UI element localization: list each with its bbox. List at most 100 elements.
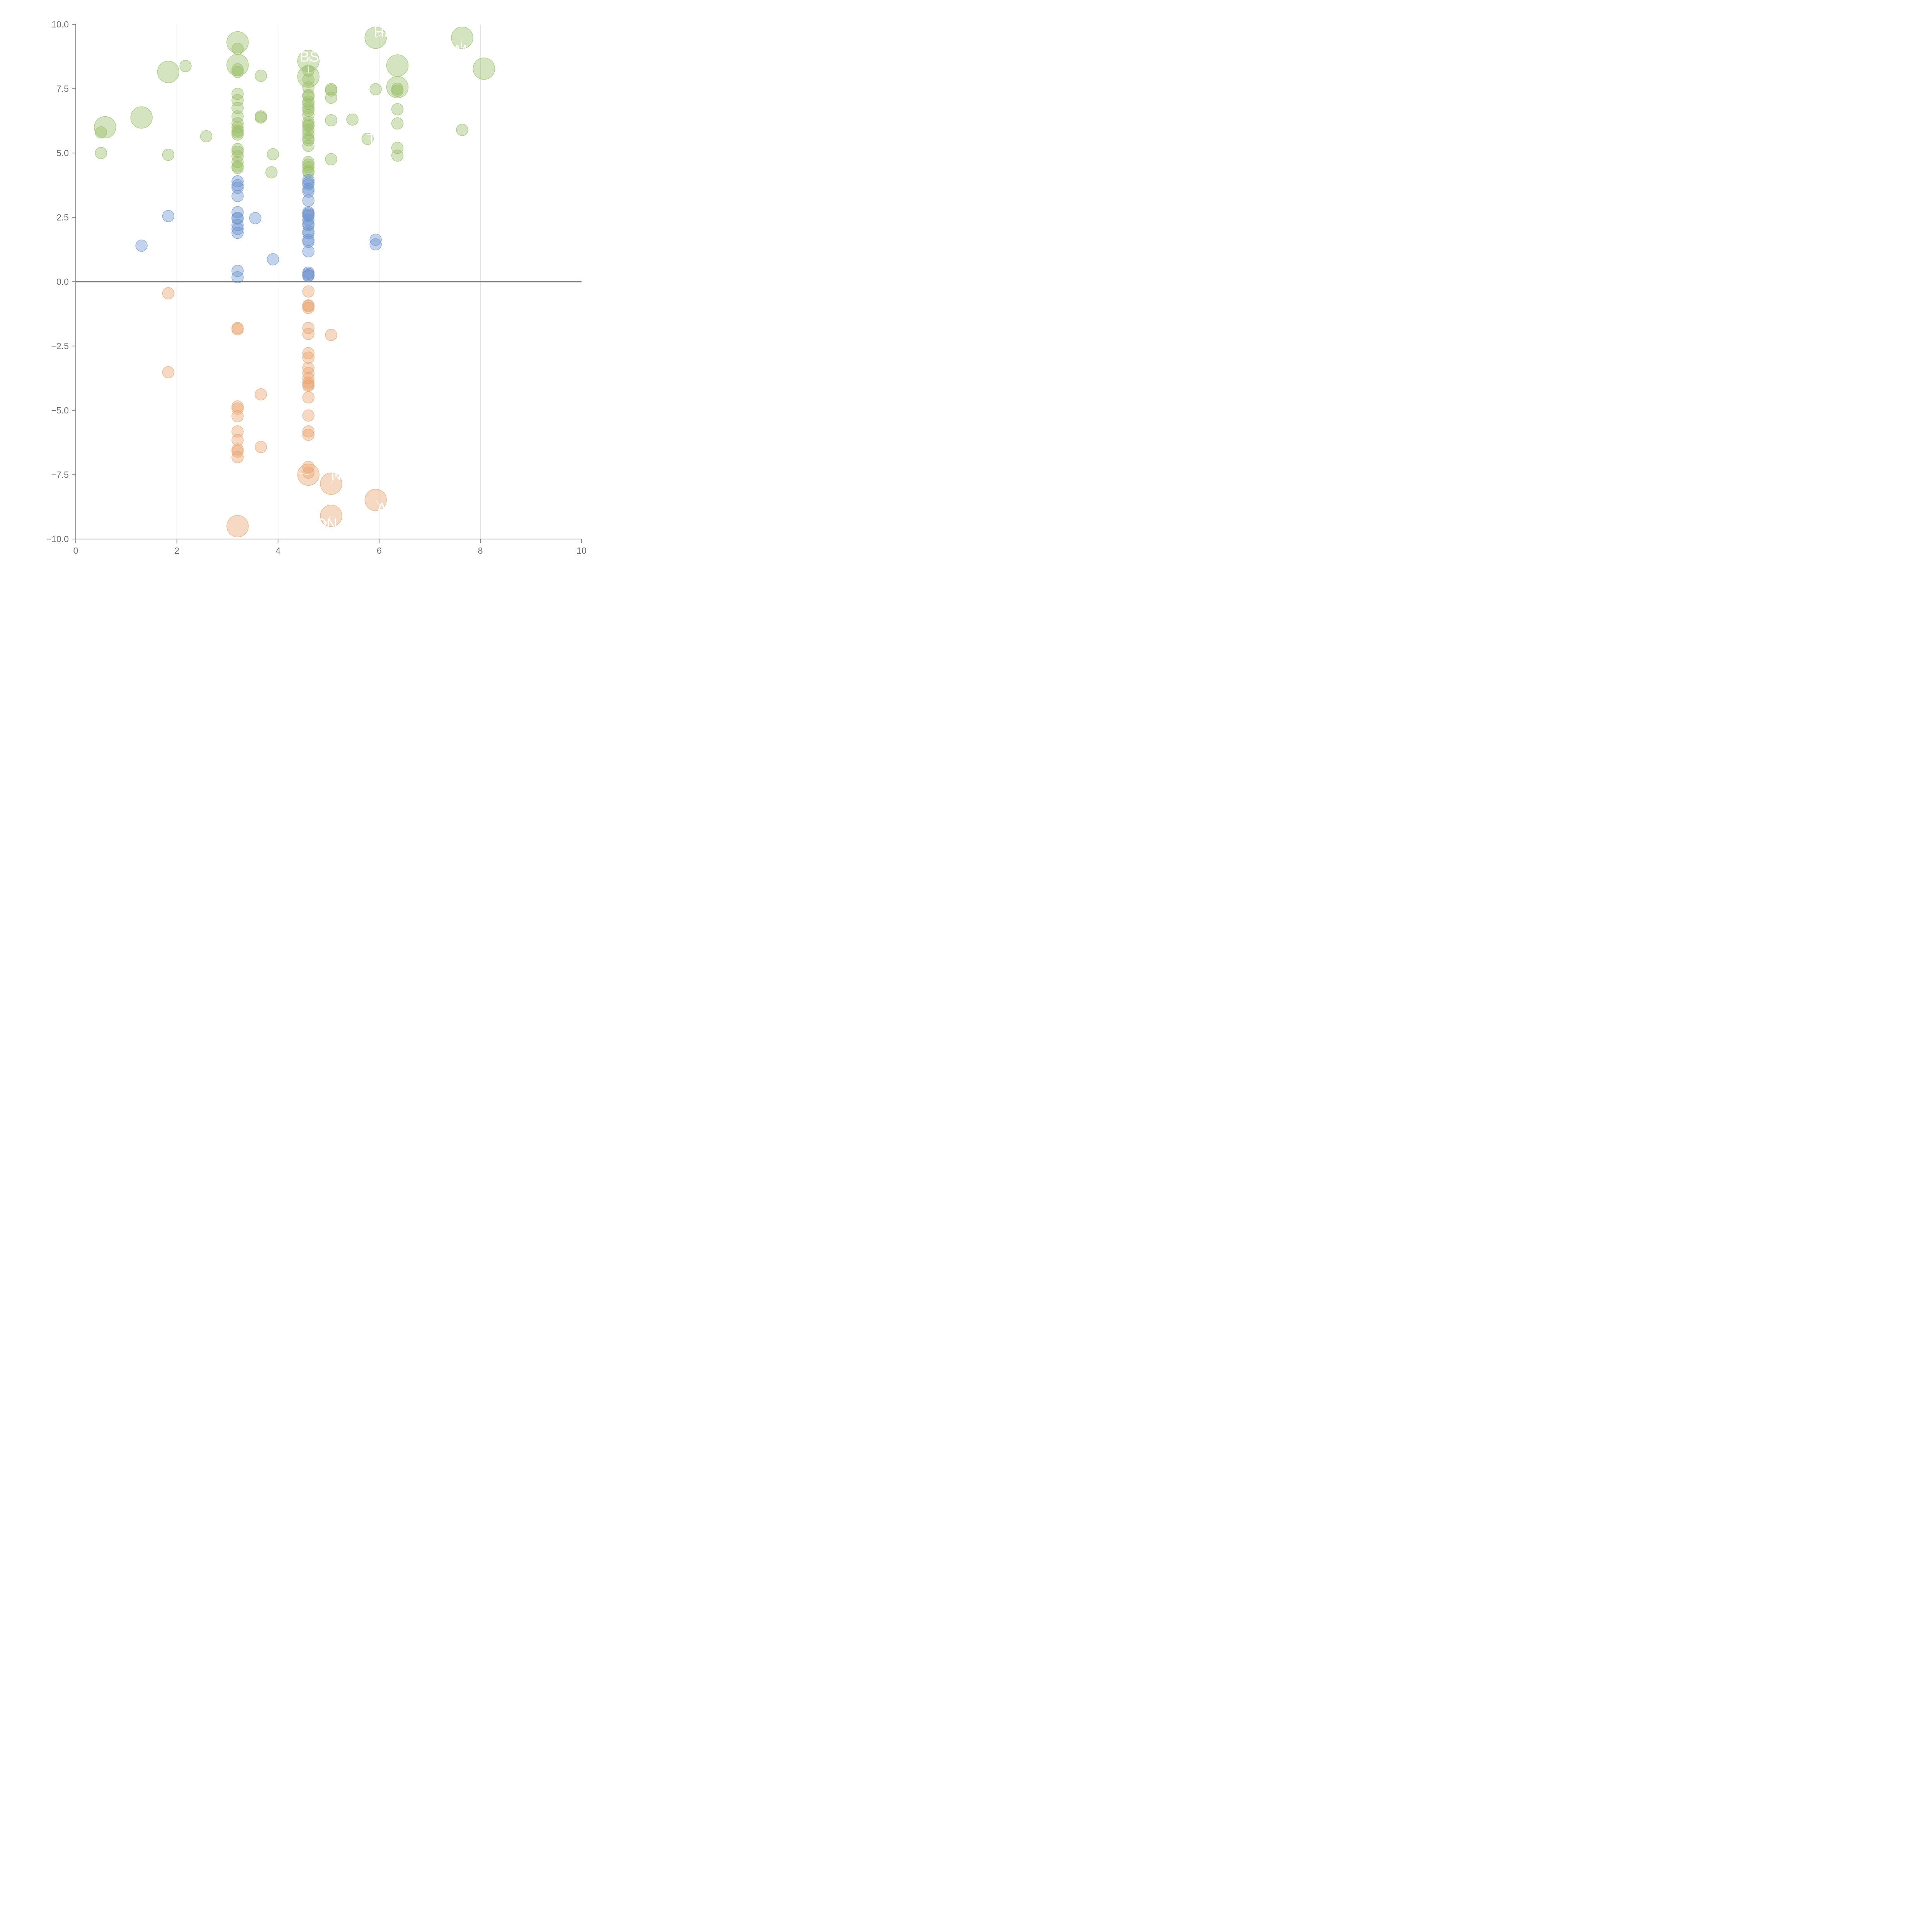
green-bubble (95, 147, 107, 159)
blue-bubble (231, 223, 244, 235)
orange-bubble (302, 391, 315, 404)
blue-bubble (302, 219, 315, 231)
y-tick-label: −2.5 (51, 341, 69, 351)
orange-bubble (302, 285, 315, 298)
green-bubble (231, 146, 244, 158)
blue-bubble (302, 194, 315, 207)
green-bubble (302, 156, 315, 168)
blue-bubble (267, 253, 279, 265)
chart-canvas: 10.07.55.02.50.0−2.5−5.0−7.5−10.00 2 4 6 8 10… (46, 19, 587, 556)
annotation-label: ON (315, 516, 337, 532)
blue-bubble (231, 265, 244, 277)
green-bubble (231, 88, 244, 100)
orange-bubble (302, 362, 315, 374)
orange-bubble (320, 473, 342, 495)
orange-bubble (302, 409, 315, 422)
green-bubble (231, 121, 244, 134)
blue-bubble (231, 175, 244, 187)
blue-bubble (302, 245, 315, 258)
blue-bubble (135, 240, 148, 252)
blue-bubble (231, 226, 244, 239)
green-bubble (451, 26, 473, 49)
x-tick-label: 8 (478, 546, 483, 556)
green-bubble (325, 114, 337, 127)
green-bubble (302, 95, 315, 108)
green-bubble (231, 43, 244, 55)
blue-bubble (302, 236, 315, 248)
green-bubble (226, 31, 249, 54)
green-bubble (231, 110, 244, 123)
green-bubble (325, 84, 337, 97)
orange-bubble (302, 429, 315, 441)
green-bubble (325, 153, 337, 165)
annotation-label: M (455, 43, 468, 59)
green-bubble (231, 162, 244, 174)
green-bubble (325, 92, 337, 104)
blue-bubble (369, 238, 382, 251)
green-bubble (95, 126, 107, 139)
x-tick-label: 0 (73, 546, 78, 556)
blue-bubble (302, 225, 315, 238)
green-bubble (265, 166, 278, 179)
y-tick-label: 2.5 (56, 213, 69, 223)
orange-bubble (231, 323, 244, 335)
blue-bubble (231, 213, 244, 225)
green-bubble (231, 102, 244, 114)
green-bubble (302, 109, 315, 121)
annotation-label: R (288, 464, 298, 481)
green-bubble (391, 103, 404, 116)
green-bubble (369, 83, 382, 95)
green-bubble (231, 117, 244, 130)
orange-bubble (325, 329, 337, 341)
blue-bubble (162, 210, 175, 222)
orange-bubble (231, 410, 244, 423)
green-bubble (302, 124, 315, 136)
green-bubble (157, 61, 180, 83)
orange-bubble (162, 287, 175, 299)
x-tick-label: 6 (377, 546, 382, 556)
x-tick-label: 10 (577, 546, 587, 556)
green-bubble (231, 143, 244, 155)
annotation-label: BS (299, 49, 319, 65)
orange-bubble (302, 466, 315, 479)
green-bubble (473, 57, 495, 80)
annotation-label: N (331, 467, 341, 483)
annotation-leader-line (326, 515, 332, 524)
annotation-leader-line (375, 500, 382, 509)
bubble-chart: 10.0 7.5 5.0 2.5 0.0 −2.5 −5.0 −7.5 −10.0 0 2 4 6 8 10… (0, 0, 606, 606)
y-tick-label: −5.0 (51, 405, 69, 415)
x-tick-label: 4 (276, 546, 281, 556)
annotation-leader-line (331, 474, 337, 484)
green-bubble (302, 98, 315, 111)
green-bubble (255, 70, 267, 82)
orange-bubble (255, 388, 267, 401)
annotation-label: T (367, 131, 376, 147)
y-tick-label: 10.0 (51, 19, 69, 29)
annotation-leader-line (375, 32, 384, 38)
annotation-leader-line (293, 472, 309, 475)
green-bubble (255, 111, 267, 124)
green-bubble (391, 117, 404, 130)
blue-bubble (302, 178, 315, 190)
green-bubble (386, 54, 409, 77)
blue-bubble (249, 212, 262, 224)
green-bubble (391, 85, 404, 97)
green-bubble (130, 106, 153, 129)
orange-bubble (231, 451, 244, 463)
annotation-label: HR (374, 24, 395, 41)
blue-bubble (302, 185, 315, 198)
orange-bubble (302, 380, 315, 392)
orange-bubble (226, 515, 249, 537)
green-bubble (456, 124, 468, 136)
orange-bubble (255, 440, 267, 453)
annotation-leader-line (308, 56, 310, 73)
annotation-label: A (377, 500, 387, 517)
blue-bubble (369, 233, 382, 246)
green-bubble (267, 148, 279, 160)
orange-bubble (302, 425, 315, 438)
orange-bubble (302, 347, 315, 359)
blue-bubble (231, 190, 244, 202)
green-bubble (231, 128, 244, 141)
blue-bubble (302, 176, 315, 189)
orange-bubble (302, 351, 315, 364)
